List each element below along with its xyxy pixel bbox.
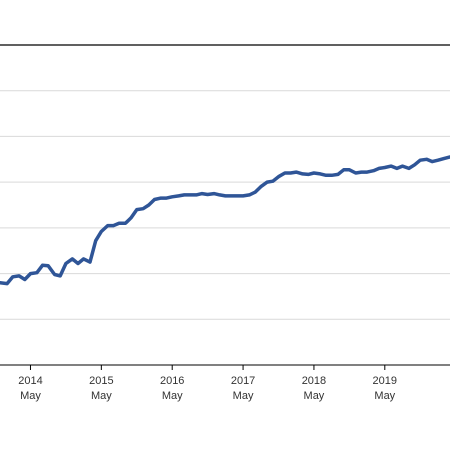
x-tick-label-month: May bbox=[233, 390, 254, 402]
series-line bbox=[0, 157, 450, 284]
x-tick-label-year: 2016 bbox=[160, 375, 184, 387]
x-tick-label-year: 2015 bbox=[89, 375, 113, 387]
x-axis-ticks: 2014 May 2015 May 2016 May 2017 May 2018 May 2019 M… bbox=[18, 365, 450, 402]
x-tick-label-month: May bbox=[162, 390, 183, 402]
x-tick-label-month: May bbox=[304, 390, 325, 402]
x-tick-label-month: May bbox=[374, 390, 395, 402]
x-tick-label-year: 2018 bbox=[302, 375, 326, 387]
x-tick-label-year: 2017 bbox=[231, 375, 255, 387]
gridlines bbox=[0, 45, 450, 319]
x-tick-label-year: 2014 bbox=[18, 375, 42, 387]
x-tick-label-month: May bbox=[91, 390, 112, 402]
x-tick-label-month: May bbox=[20, 390, 41, 402]
x-tick-label-year: 2019 bbox=[373, 375, 397, 387]
series-area bbox=[0, 157, 450, 284]
